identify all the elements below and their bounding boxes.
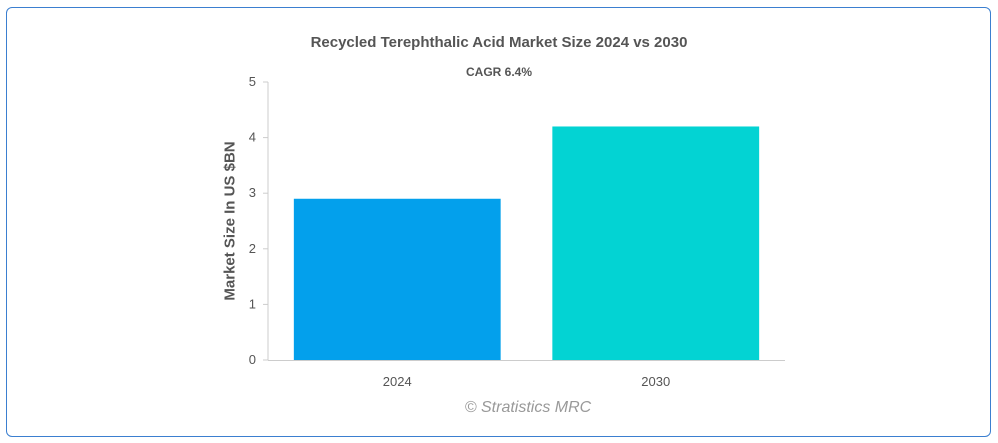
- bar-2030: [552, 126, 760, 360]
- y-tick-label: 3: [249, 185, 256, 200]
- y-tick-label: 2: [249, 241, 256, 256]
- chart-title: Recycled Terephthalic Acid Market Size 2…: [310, 34, 688, 51]
- y-tick-label: 5: [249, 74, 256, 89]
- x-tick-label: 2024: [383, 374, 412, 389]
- y-tick-label: 1: [249, 296, 256, 311]
- chart-subtitle: CAGR 6.4%: [465, 65, 533, 79]
- watermark: © Stratistics MRC: [464, 399, 592, 416]
- bar-2024: [293, 198, 501, 360]
- y-tick-label: 4: [249, 130, 256, 145]
- y-tick-label: 0: [249, 352, 256, 367]
- x-tick-label: 2030: [641, 374, 670, 389]
